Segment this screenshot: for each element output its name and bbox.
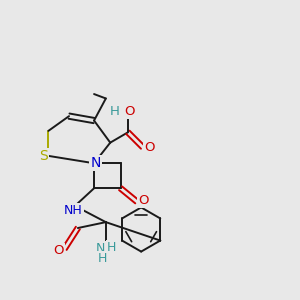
- Text: O: O: [124, 105, 135, 118]
- Text: N: N: [90, 156, 101, 170]
- Text: O: O: [144, 141, 154, 154]
- Text: N: N: [95, 242, 105, 255]
- Text: O: O: [53, 244, 64, 256]
- Text: H: H: [110, 105, 120, 118]
- Text: S: S: [39, 149, 47, 163]
- Text: H: H: [98, 252, 108, 266]
- Text: O: O: [138, 194, 148, 207]
- Text: H: H: [107, 241, 116, 254]
- Text: NH: NH: [64, 204, 83, 217]
